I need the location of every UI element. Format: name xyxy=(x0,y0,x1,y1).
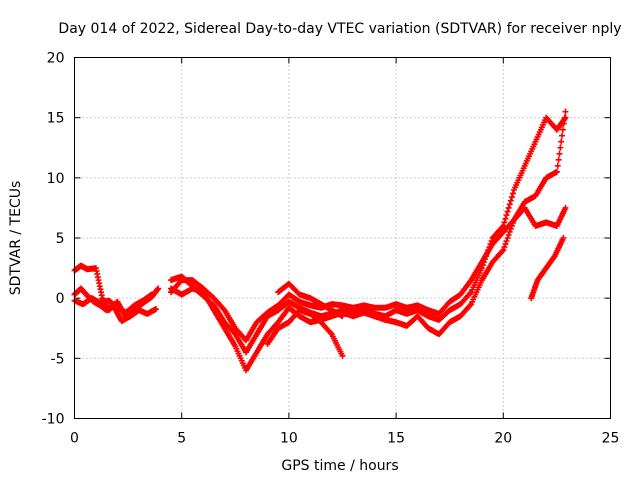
series-trace-h xyxy=(275,280,346,320)
y-tick-label: 5 xyxy=(56,231,65,247)
grid-lines xyxy=(74,57,611,419)
plot-frame xyxy=(74,57,611,419)
x-tick-label: 15 xyxy=(387,431,405,447)
x-axis-title: GPS time / hours xyxy=(281,458,398,474)
y-tick-label: -10 xyxy=(42,412,65,428)
x-tick-label: 10 xyxy=(280,431,298,447)
y-tick-label: 10 xyxy=(47,171,65,187)
series-trace-f xyxy=(167,204,569,344)
series-trace-g xyxy=(264,307,346,359)
x-tick-label: 20 xyxy=(494,431,512,447)
y-tick-label: -5 xyxy=(51,351,65,367)
data-point-markers xyxy=(528,235,567,302)
data-points xyxy=(71,108,569,374)
x-tick-label: 0 xyxy=(70,431,79,447)
y-tick-label: 0 xyxy=(56,291,65,307)
data-point-markers xyxy=(167,204,569,344)
y-axis-title: SDTVAR / TECUs xyxy=(8,181,24,296)
axis-ticks: 0 5 10 15 20 25 -10 -5 0 5 10 15 20 xyxy=(42,51,620,447)
data-point-markers xyxy=(275,280,346,320)
y-tick-label: 15 xyxy=(47,111,65,127)
series-trace-i xyxy=(528,235,567,302)
x-tick-label: 5 xyxy=(177,431,186,447)
data-point-markers xyxy=(264,307,346,359)
y-tick-label: 20 xyxy=(47,51,65,67)
chart-title: Day 014 of 2022, Sidereal Day-to-day VTE… xyxy=(58,21,621,37)
series-trace-e xyxy=(167,108,569,374)
x-tick-label: 25 xyxy=(602,431,620,447)
data-point-markers xyxy=(167,108,569,374)
